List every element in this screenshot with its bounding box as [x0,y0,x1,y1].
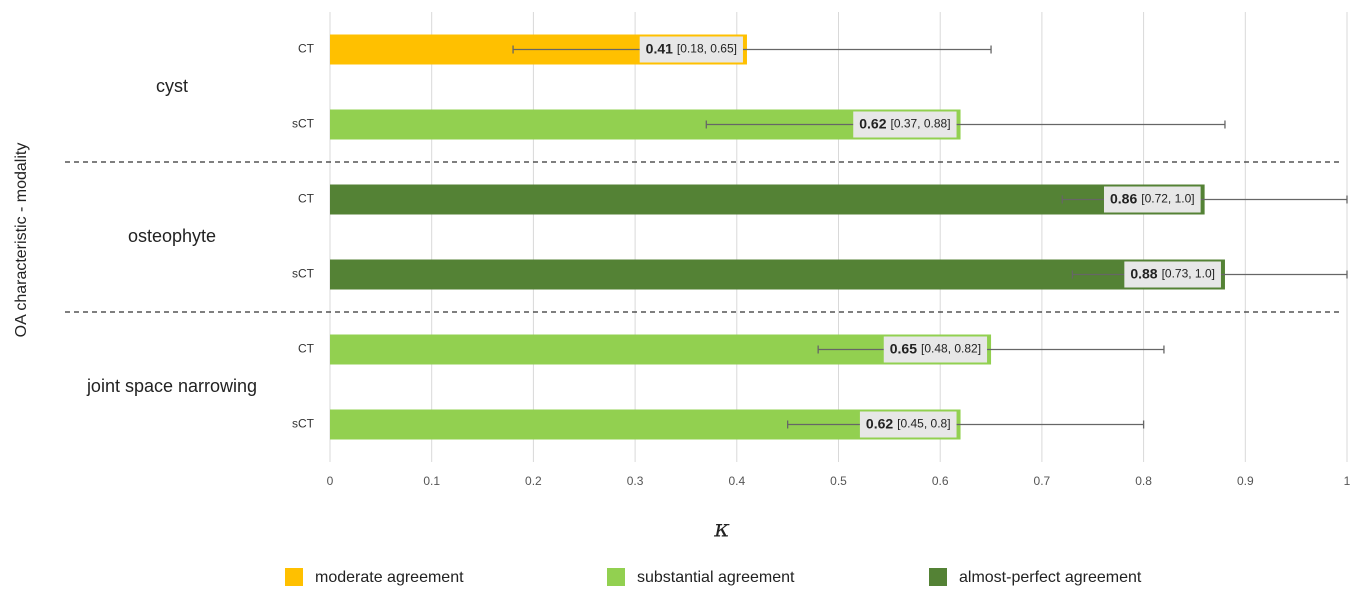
x-tick-label: 0.5 [830,474,847,488]
x-tick-label: 0.1 [423,474,440,488]
value-label-box [639,36,743,63]
value-label-box [859,411,957,438]
value-label-box [1124,261,1221,288]
error-bar [705,120,1226,129]
x-tick-label: 0.8 [1135,474,1152,488]
category-label: sCT [292,267,315,281]
value-label-number: 0.62 [859,115,886,131]
value-label-ci: [0.18, 0.65] [677,42,737,56]
value-label: 0.88 [0.73, 1.0] [1130,265,1215,281]
error-bar [787,420,1145,429]
value-label-number: 0.86 [1110,190,1137,206]
error-bar [817,345,1165,354]
value-label-number: 0.65 [890,340,917,356]
x-tick-label: 1 [1344,474,1351,488]
value-label-number: 0.41 [646,40,673,56]
x-tick-label: 0.4 [728,474,745,488]
legend-label: substantial agreement [637,569,795,586]
x-tick-label: 0 [327,474,334,488]
value-label-ci: [0.48, 0.82] [921,342,981,356]
value-label: 0.62 [0.45, 0.8] [866,415,951,431]
legend-label: moderate agreement [315,569,464,586]
legend-swatch [607,568,625,586]
value-label: 0.86 [0.72, 1.0] [1110,190,1195,206]
category-label: CT [298,342,315,356]
x-tick-label: 0.3 [627,474,644,488]
x-tick-label: 0.2 [525,474,542,488]
value-label-box [883,336,988,363]
x-tick-label: 0.6 [932,474,949,488]
value-label: 0.62 [0.37, 0.88] [859,115,950,131]
y-axis-label: OA characteristic - modality [13,143,30,338]
value-label-number: 0.88 [1130,265,1157,281]
category-label: CT [298,192,315,206]
group-label: cyst [156,76,188,96]
value-label-ci: [0.45, 0.8] [897,417,950,431]
value-label-ci: [0.73, 1.0] [1162,267,1215,281]
error-bar [512,45,992,54]
x-axis-label: κ [713,515,730,543]
group-label: joint space narrowing [86,376,257,396]
value-label: 0.65 [0.48, 0.82] [890,340,981,356]
value-label-box [1103,186,1201,213]
legend-label: almost-perfect agreement [959,569,1142,586]
category-label: sCT [292,417,315,431]
legend-swatch [285,568,303,586]
value-label-ci: [0.72, 1.0] [1141,192,1194,206]
value-label-number: 0.62 [866,415,893,431]
value-label-box [853,111,957,138]
value-label: 0.41 [0.18, 0.65] [646,40,737,56]
value-label-ci: [0.37, 0.88] [890,117,950,131]
group-label: osteophyte [128,226,216,246]
x-tick-label: 0.7 [1034,474,1051,488]
category-label: sCT [292,117,315,131]
category-label: CT [298,42,315,56]
x-tick-label: 0.9 [1237,474,1254,488]
bar [330,184,1205,215]
legend-swatch [929,568,947,586]
